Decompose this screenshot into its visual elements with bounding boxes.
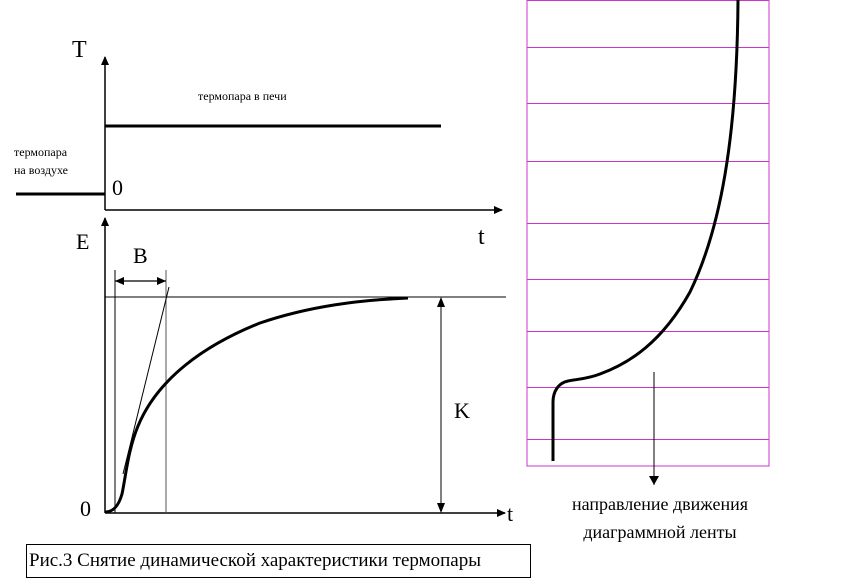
- tape-direction-line2: диаграммной ленты: [583, 522, 736, 542]
- tape-direction-arrowhead: [649, 476, 659, 485]
- delay-label: B: [133, 243, 148, 268]
- tape-border: [526, 0, 770, 467]
- bottom-x-axis-label: t: [507, 501, 513, 526]
- tape-trace: [551, 0, 740, 461]
- figure-caption: Рис.3 Снятие динамической характеристики…: [26, 544, 531, 578]
- delay-arrow-left: [115, 277, 124, 285]
- top-graph: T t 0 термопара в печи термопара на возд…: [14, 37, 503, 250]
- bottom-graph: E t 0 B K: [76, 217, 513, 526]
- top-x-axis-label: t: [478, 224, 485, 250]
- response-curve: [104, 296, 409, 514]
- gain-arrow-bottom: [437, 503, 445, 513]
- air-label-line2: на воздухе: [14, 163, 68, 177]
- top-y-axis-label: T: [72, 37, 87, 63]
- furnace-label: термопара в печи: [198, 89, 287, 103]
- delay-arrow-right: [157, 277, 166, 285]
- gain-label: K: [454, 398, 470, 423]
- air-label-line1: термопара: [14, 145, 68, 159]
- tangent-line: [122, 286, 170, 475]
- tape-direction-line1: направление движения: [572, 494, 748, 514]
- bottom-zero-label: 0: [80, 496, 91, 521]
- tape-grid: [527, 0, 769, 440]
- chart-tape: направление движения диаграммной ленты: [526, 0, 770, 542]
- bottom-y-axis-label: E: [76, 229, 89, 254]
- gain-arrow-top: [437, 297, 445, 307]
- top-zero-label: 0: [112, 175, 123, 200]
